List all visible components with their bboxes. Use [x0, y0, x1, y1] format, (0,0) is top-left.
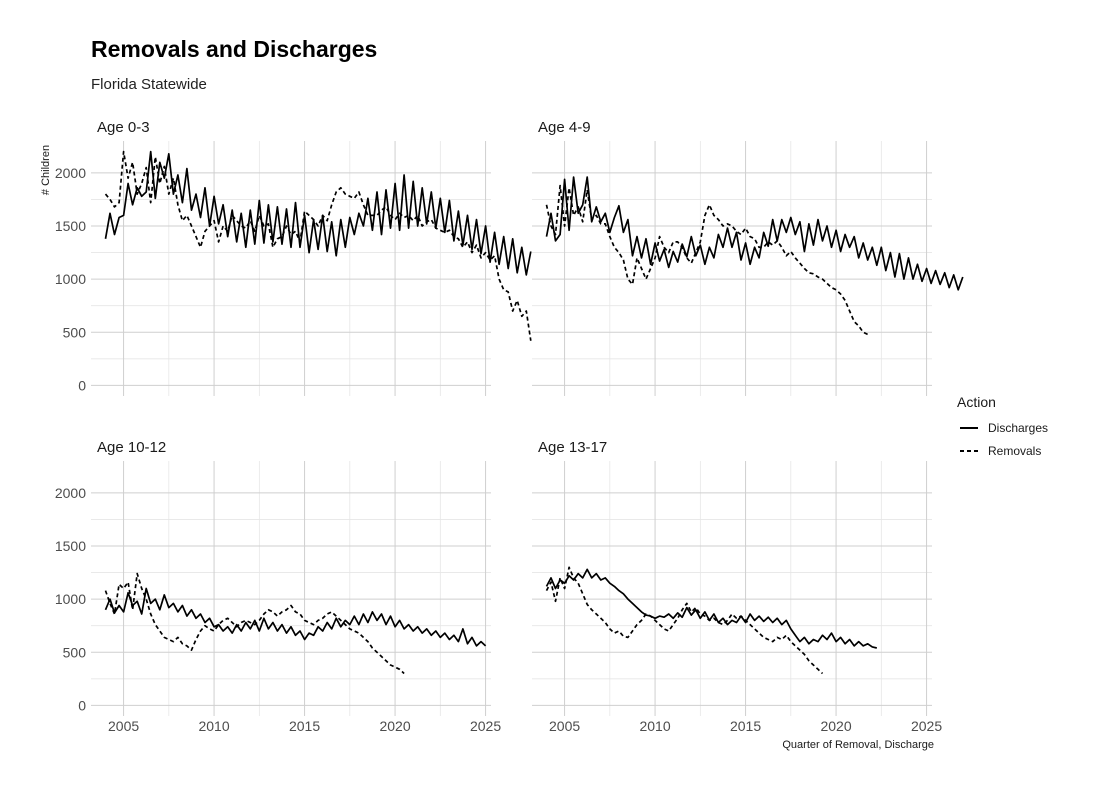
y-tick-label: 1000 [55, 271, 86, 287]
panel-4: Age 13-17 [532, 439, 932, 716]
x-tick-label: 2015 [730, 718, 761, 734]
y-tick-label: 0 [78, 697, 86, 713]
y-tick-label: 2000 [55, 485, 86, 501]
x-tick-label: 2020 [820, 718, 851, 734]
legend: Action Discharges Removals [957, 394, 1048, 458]
y-tick-label: 2000 [55, 165, 86, 181]
y-tick-label: 1000 [55, 591, 86, 607]
x-tick-label: 2010 [639, 718, 670, 734]
series-line-discharges [545, 568, 878, 649]
chart-title: Removals and Discharges [91, 36, 378, 62]
panel-label: Age 13-17 [538, 439, 607, 456]
x-axis-label: Quarter of Removal, Discharge [782, 739, 934, 751]
x-tick-label: 2005 [108, 718, 139, 734]
x-tick-label: 2015 [289, 718, 320, 734]
series-line-removals [104, 572, 405, 675]
y-tick-label: 500 [63, 324, 87, 340]
series-line-removals [104, 150, 532, 341]
series-line-removals [545, 566, 824, 675]
x-tick-label: 2005 [549, 718, 580, 734]
x-tick-label: 2025 [911, 718, 942, 734]
x-tick-label: 2010 [198, 718, 229, 734]
panel-label: Age 10-12 [97, 439, 166, 456]
panel-2: Age 4-9 [532, 119, 964, 396]
y-tick-label: 1500 [55, 218, 86, 234]
series-line-removals [545, 184, 869, 336]
x-tick-label: 2020 [379, 718, 410, 734]
legend-label-discharges: Discharges [988, 421, 1048, 435]
legend-title: Action [957, 394, 996, 410]
legend-label-removals: Removals [988, 444, 1041, 458]
chart-subtitle: Florida Statewide [91, 76, 207, 93]
y-tick-label: 500 [63, 644, 87, 660]
x-tick-label: 2025 [470, 718, 501, 734]
y-tick-label: 1500 [55, 538, 86, 554]
series-line-discharges [545, 176, 964, 291]
y-tick-label: 0 [78, 377, 86, 393]
panel-label: Age 4-9 [538, 119, 591, 136]
panel-3: Age 10-12 [91, 439, 491, 716]
series-line-discharges [104, 150, 532, 276]
panel-label: Age 0-3 [97, 119, 150, 136]
panel-1: Age 0-3 [91, 119, 532, 396]
y-axis-label: # Children [40, 145, 52, 195]
series-line-discharges [104, 587, 487, 647]
